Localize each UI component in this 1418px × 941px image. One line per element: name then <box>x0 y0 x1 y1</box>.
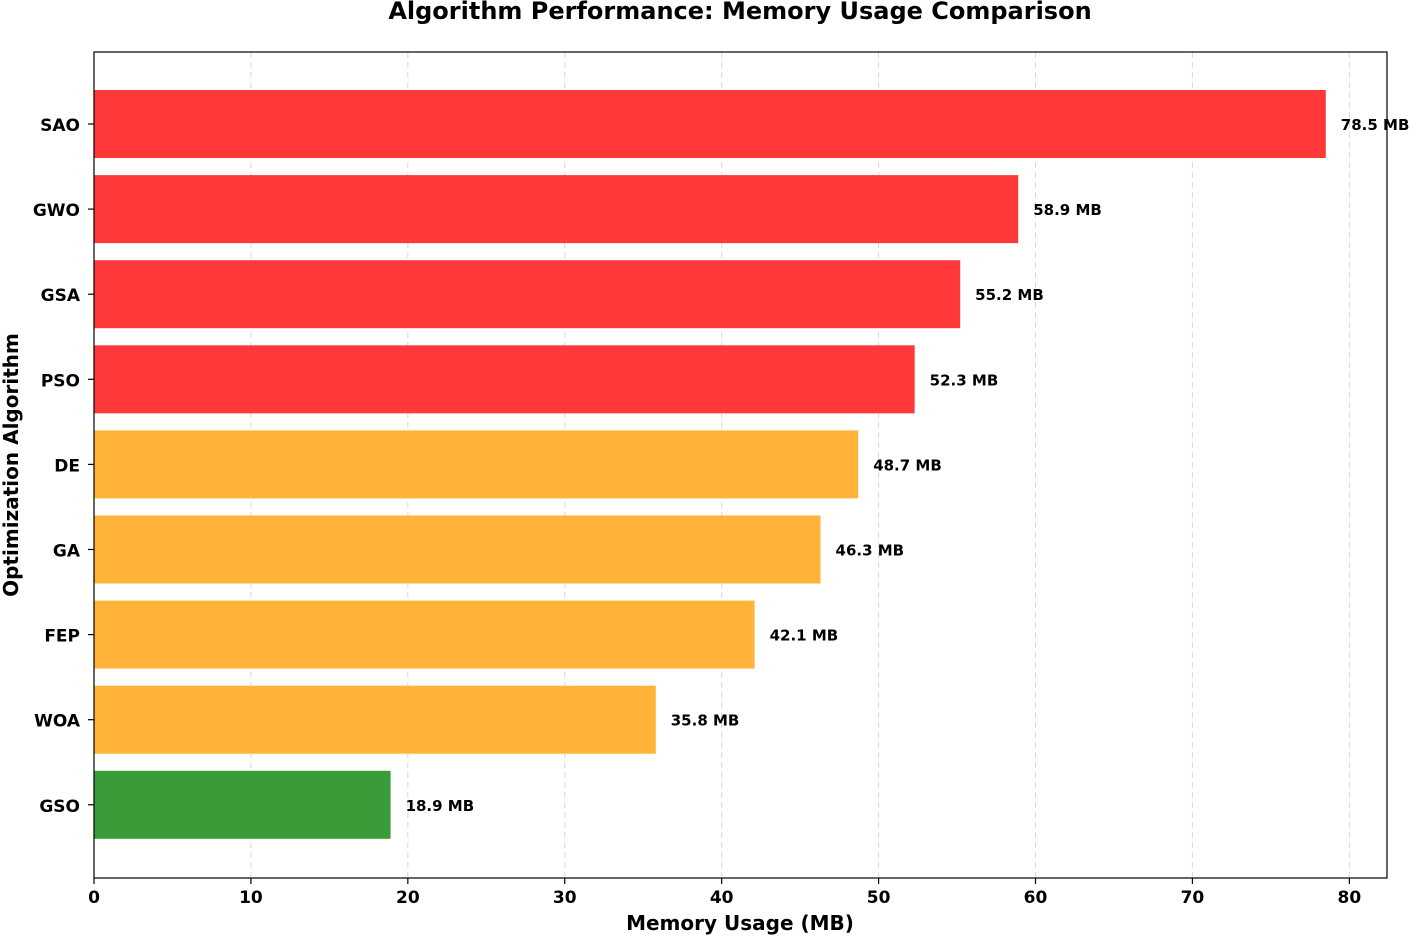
value-label-fep: 42.1 MB <box>770 627 839 645</box>
value-label-gwo: 58.9 MB <box>1033 201 1102 219</box>
x-tick-label: 80 <box>1338 888 1362 908</box>
x-tick-label: 60 <box>1024 888 1048 908</box>
bar-woa <box>94 685 656 754</box>
value-label-gsa: 55.2 MB <box>975 286 1044 304</box>
y-tick-label-de: DE <box>54 456 80 476</box>
x-tick-label: 20 <box>396 888 420 908</box>
value-label-woa: 35.8 MB <box>671 712 740 730</box>
chart-title: Algorithm Performance: Memory Usage Comp… <box>388 0 1091 25</box>
y-tick-label-gso: GSO <box>39 797 80 817</box>
value-label-pso: 52.3 MB <box>930 371 999 389</box>
x-tick-label: 50 <box>867 888 891 908</box>
bar-fep <box>94 600 755 669</box>
x-axis-ticks: 0 10 20 30 40 50 60 70 80 <box>88 878 1361 908</box>
bar-sao <box>94 90 1326 158</box>
y-tick-label-gsa: GSA <box>41 286 81 306</box>
x-tick-label: 70 <box>1181 888 1205 908</box>
y-axis-ticks: SAO GWO GSA PSO DE GA FEP WOA GSO <box>33 116 94 817</box>
x-tick-label: 10 <box>239 888 263 908</box>
x-tick-label: 40 <box>710 888 734 908</box>
value-labels: 78.5 MB 58.9 MB 55.2 MB 52.3 MB 48.7 MB 46.3 … <box>406 116 1410 815</box>
bar-gso <box>94 770 391 839</box>
y-tick-label-sao: SAO <box>40 116 80 136</box>
y-axis-label: Optimization Algorithm <box>0 333 23 597</box>
value-label-sao: 78.5 MB <box>1341 116 1410 134</box>
bar-ga <box>94 515 821 584</box>
y-tick-label-gwo: GWO <box>33 201 80 221</box>
y-tick-label-pso: PSO <box>41 371 80 391</box>
bar-gsa <box>94 260 961 329</box>
x-tick-label: 30 <box>553 888 577 908</box>
x-axis-label: Memory Usage (MB) <box>626 911 854 935</box>
value-label-gso: 18.9 MB <box>406 797 475 815</box>
x-tick-label: 0 <box>88 888 100 908</box>
value-label-de: 48.7 MB <box>873 456 942 474</box>
y-tick-label-ga: GA <box>53 542 81 562</box>
bar-pso <box>94 345 915 414</box>
bars <box>94 90 1326 839</box>
bar-de <box>94 430 859 499</box>
value-label-ga: 46.3 MB <box>836 542 905 560</box>
y-tick-label-woa: WOA <box>34 712 81 732</box>
bar-gwo <box>94 175 1019 244</box>
y-tick-label-fep: FEP <box>44 627 80 647</box>
